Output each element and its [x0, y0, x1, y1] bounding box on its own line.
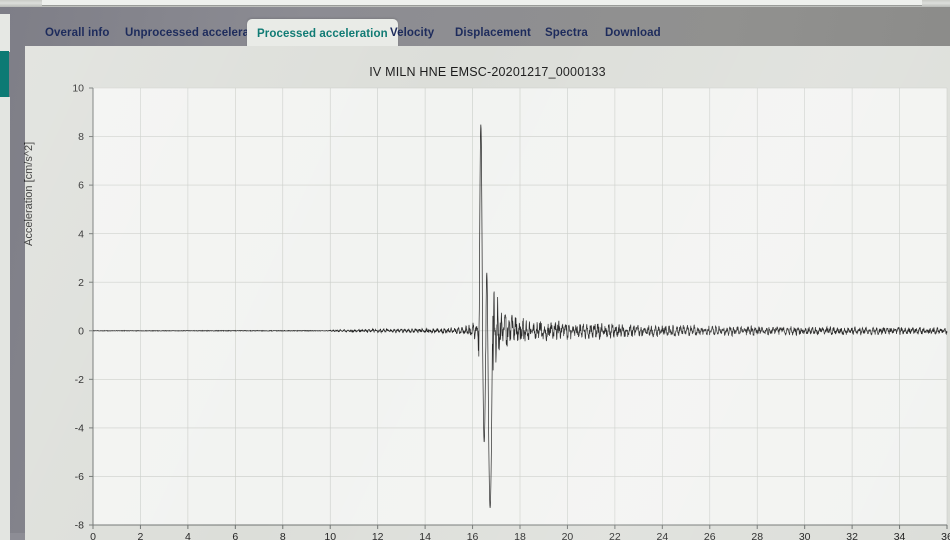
sidebar-accent-bar — [0, 51, 9, 97]
tab-displacement[interactable]: Displacement — [445, 19, 541, 47]
content-panel: IV MILN HNE EMSC-20201217_0000133 Accele… — [23, 46, 950, 540]
tab-unprocessed-acceleration[interactable]: Unprocessed acceleration — [115, 19, 281, 47]
svg-text:22: 22 — [609, 531, 621, 540]
svg-text:2: 2 — [78, 277, 84, 289]
waveform-trace — [92, 124, 948, 509]
svg-text:8: 8 — [280, 531, 286, 540]
svg-text:2: 2 — [138, 531, 144, 540]
chart-container: IV MILN HNE EMSC-20201217_0000133 Accele… — [23, 46, 950, 540]
svg-text:-2: -2 — [75, 374, 84, 386]
tab-label: Spectra — [545, 27, 588, 39]
tab-label: Overall info — [45, 27, 110, 39]
background-window-edge — [42, 0, 922, 6]
tab-processed-acceleration[interactable]: Processed acceleration — [247, 19, 398, 49]
svg-text:-4: -4 — [75, 422, 84, 434]
tab-bar: Overall info Unprocessed acceleration Proc… — [10, 19, 950, 49]
chart-title: IV MILN HNE EMSC-20201217_0000133 — [369, 65, 606, 79]
svg-text:6: 6 — [78, 180, 84, 192]
svg-text:28: 28 — [751, 531, 763, 540]
left-background-panel-bottom — [0, 97, 10, 540]
svg-text:14: 14 — [419, 531, 431, 540]
svg-text:4: 4 — [78, 228, 84, 240]
tab-overall-info[interactable]: Overall info — [35, 19, 119, 47]
svg-text:-6: -6 — [75, 471, 84, 483]
svg-text:16: 16 — [467, 531, 479, 540]
svg-text:10: 10 — [324, 531, 336, 540]
tab-spectra[interactable]: Spectra — [535, 19, 598, 47]
svg-text:36: 36 — [941, 531, 950, 540]
svg-text:20: 20 — [562, 531, 574, 540]
svg-text:26: 26 — [704, 531, 716, 540]
tab-velocity[interactable]: Velocity — [380, 19, 444, 47]
svg-text:0: 0 — [78, 325, 84, 337]
tab-download[interactable]: Download — [595, 19, 671, 47]
svg-text:24: 24 — [656, 531, 668, 540]
svg-text:18: 18 — [514, 531, 526, 540]
svg-text:34: 34 — [894, 531, 906, 540]
svg-text:30: 30 — [799, 531, 811, 540]
tab-label: Processed acceleration — [257, 28, 388, 40]
tab-label: Unprocessed acceleration — [125, 27, 271, 39]
tab-label: Displacement — [455, 27, 531, 39]
svg-text:10: 10 — [72, 83, 84, 95]
svg-text:8: 8 — [78, 131, 84, 143]
left-background-panel-top — [0, 14, 10, 52]
svg-text:4: 4 — [185, 531, 191, 540]
svg-text:32: 32 — [846, 531, 858, 540]
application-window: Overall info Unprocessed acceleration Proc… — [0, 7, 950, 540]
y-axis-ticks: -8 -6 -4 -2 0 2 4 6 8 10 — [72, 83, 93, 532]
svg-text:0: 0 — [90, 531, 96, 540]
svg-text:-8: -8 — [75, 520, 84, 532]
svg-text:6: 6 — [232, 531, 238, 540]
tab-label: Download — [605, 27, 661, 39]
tab-label: Velocity — [390, 27, 435, 39]
svg-text:12: 12 — [372, 531, 384, 540]
